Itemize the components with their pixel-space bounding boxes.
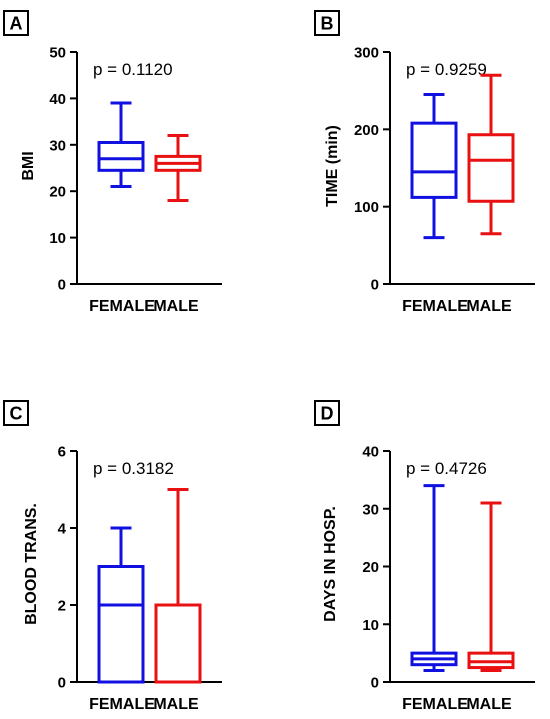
box-male [154,134,202,202]
box-male [467,73,515,236]
panel-label-box [314,10,340,36]
y-tick-label: 2 [58,598,66,615]
y-tick-label: 4 [58,521,67,538]
panel-label-box [314,400,340,426]
box-female [410,484,458,672]
x-category-label: MALE [153,696,199,713]
y-axis-label: DAYS IN HOSP. [322,506,339,622]
y-tick-label: 0 [371,675,379,692]
panel-label: C [10,404,23,424]
iqr-box [154,603,202,684]
panel-label-box [3,400,29,426]
y-tick-label: 10 [49,230,66,247]
box-female [97,526,145,684]
p-value-annotation: p = 0.4726 [406,459,487,478]
y-tick-label: 40 [49,91,66,108]
y-axis-label: TIME (min) [324,125,341,207]
chart-panel-d: D 0 10 20 30 40 DAYS IN HOSP. p = 0.4726 FEMALEM… [314,400,535,713]
chart-panel-b: B 0 100 200 300 TIME (min) p = 0.9259 FEMALEMAL… [314,10,535,315]
box-male [154,488,202,684]
box-male [467,501,515,672]
y-tick-label: 50 [49,45,66,62]
y-tick-label: 20 [49,184,66,201]
iqr-box [467,133,515,203]
iqr-box [97,565,145,684]
y-tick-label: 0 [371,277,379,294]
x-category-label: FEMALE [89,298,155,315]
y-tick-label: 30 [362,501,379,518]
p-value-annotation: p = 0.9259 [406,60,487,79]
y-tick-label: 300 [354,45,379,62]
y-tick-label: 40 [362,444,379,461]
y-axis-label: BMI [20,151,37,180]
box-female [97,101,145,189]
x-category-label: MALE [153,298,199,315]
panel-label-box [3,10,29,36]
panel-label: D [321,404,334,424]
y-tick-label: 100 [354,199,379,216]
panel-label: B [321,14,334,34]
p-value-annotation: p = 0.1120 [93,60,173,79]
y-tick-label: 6 [58,444,66,461]
y-tick-label: 0 [58,277,66,294]
panel-label: A [10,14,23,34]
x-category-label: MALE [466,298,512,315]
y-tick-label: 10 [362,617,379,634]
y-axis-label: BLOOD TRANS. [23,503,40,625]
p-value-annotation: p = 0.3182 [93,459,174,478]
iqr-box [410,121,458,199]
x-category-label: MALE [466,696,512,713]
iqr-box [97,140,145,172]
y-tick-label: 200 [354,122,379,139]
y-tick-label: 20 [362,559,379,576]
y-tick-label: 0 [58,675,66,692]
x-category-label: FEMALE [402,298,468,315]
x-category-label: FEMALE [89,696,155,713]
y-tick-label: 30 [49,137,66,154]
box-female [410,93,458,240]
x-category-label: FEMALE [402,696,468,713]
